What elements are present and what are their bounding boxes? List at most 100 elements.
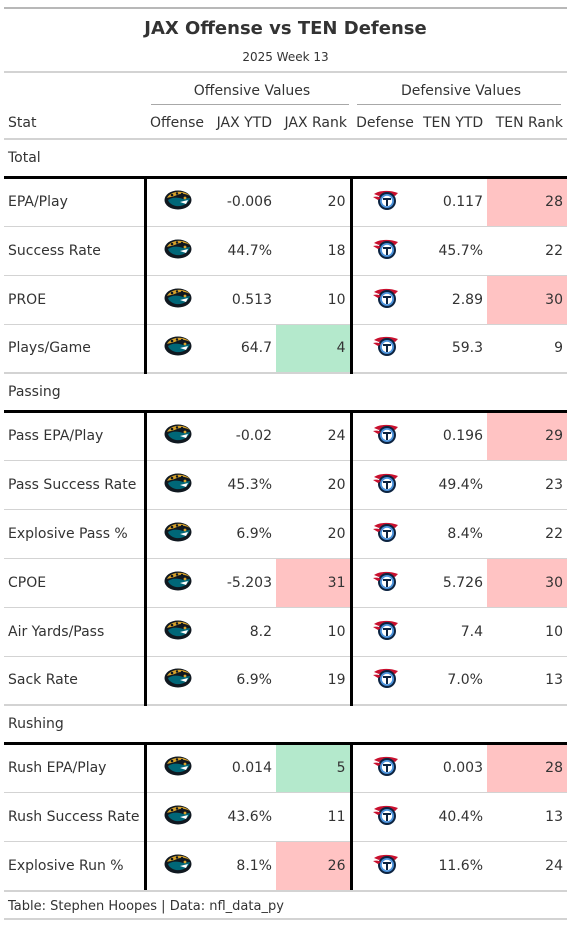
jaguars-logo-icon (163, 666, 193, 694)
stat-name-cell: Pass EPA/Play (8, 428, 104, 444)
jaguars-logo-icon-cell (143, 323, 209, 373)
ten-ytd-cell: 0.196 (442, 428, 483, 444)
table-row: Rush EPA/Play 0.014 5 0.003 28 (4, 743, 567, 792)
stat-name-cell: PROE (4, 274, 145, 324)
jaguars-logo-icon-cell (143, 840, 209, 890)
titans-logo-icon (372, 754, 400, 782)
table-row: Success Rate 44.7% 18 45.7% 22 (4, 225, 567, 275)
jax-rank-cell: 20 (276, 459, 351, 509)
stat-name-cell: Rush Success Rate (4, 791, 145, 841)
group-row: Total (4, 139, 567, 179)
titans-logo-icon-cell (349, 225, 419, 275)
table-row: Rush Success Rate 43.6% 11 40.4% 13 (4, 791, 567, 841)
group-label: Passing (4, 372, 567, 413)
jax-rank-cell: 4 (276, 323, 351, 373)
ten-rank-cell: 13 (487, 655, 567, 705)
jaguars-logo-icon (163, 618, 193, 646)
jax-ytd-cell: -5.203 (209, 557, 276, 607)
ten-rank-cell: 9 (487, 323, 567, 373)
jax-ytd-cell: 0.014 (231, 760, 272, 776)
col-header-ten-rank: TEN Rank (487, 107, 567, 140)
ten-ytd-cell: 0.003 (442, 760, 483, 776)
jaguars-logo-icon (163, 334, 193, 362)
jaguars-logo-icon (163, 754, 193, 782)
col-header-offense: Offense (145, 107, 209, 140)
ten-rank-cell: 22 (487, 508, 567, 558)
ten-ytd-cell: 40.4% (419, 791, 487, 841)
defense-spanner-label: Defensive Values (400, 83, 522, 99)
titans-logo-icon (372, 666, 400, 694)
jaguars-logo-icon (163, 803, 193, 831)
jax-rank-cell: 20 (276, 508, 351, 558)
jax-ytd-cell: 8.2 (209, 606, 276, 656)
titans-logo-icon-cell (349, 459, 419, 509)
defense-spanner: Defensive Values (355, 73, 567, 107)
titans-logo-icon (372, 188, 400, 216)
jax-rank-cell: 19 (276, 655, 351, 705)
jax-ytd-cell: 6.9% (209, 508, 276, 558)
source-note: Table: Stephen Hoopes | Data: nfl_data_p… (4, 890, 567, 920)
stat-name-cell: Rush EPA/Play (8, 760, 107, 776)
jax-ytd-cell: -0.006 (226, 194, 272, 210)
table-row: PROE 0.513 10 2.89 30 (4, 274, 567, 324)
ten-rank-cell: 23 (487, 459, 567, 509)
jax-ytd-cell: 44.7% (209, 225, 276, 275)
ten-ytd-cell: 11.6% (419, 840, 487, 890)
stats-table: Stat Offense JAX YTD JAX Rank Defense TE… (4, 107, 567, 890)
offense-spanner-rule (151, 104, 349, 105)
stat-name-cell: EPA/Play (8, 194, 68, 210)
jaguars-logo-icon (163, 569, 193, 597)
col-header-ten-ytd: TEN YTD (419, 107, 487, 140)
stat-name-cell: CPOE (4, 557, 145, 607)
titans-logo-icon (372, 803, 400, 831)
jaguars-logo-icon-cell (143, 606, 209, 656)
jaguars-logo-icon-cell (143, 557, 209, 607)
group-label: Total (4, 139, 567, 179)
jaguars-logo-icon-cell (143, 177, 209, 226)
col-header-jax-rank: JAX Rank (276, 107, 351, 140)
jaguars-logo-icon (163, 852, 193, 880)
titans-logo-icon-cell (349, 557, 419, 607)
ten-rank-cell: 10 (487, 606, 567, 656)
ten-rank-cell: 13 (487, 791, 567, 841)
jaguars-logo-icon-cell (143, 225, 209, 275)
jax-ytd-cell: 43.6% (209, 791, 276, 841)
stat-name-cell: Sack Rate (4, 655, 145, 705)
titans-logo-icon-cell (349, 323, 419, 373)
jax-rank-cell: 11 (276, 791, 351, 841)
table-row: Plays/Game 64.7 4 59.3 9 (4, 323, 567, 373)
jaguars-logo-icon-cell (143, 655, 209, 705)
table-subtitle: 2025 Week 13 (242, 50, 329, 64)
col-header-defense: Defense (351, 107, 419, 140)
jax-ytd-cell: 8.1% (209, 840, 276, 890)
jax-ytd-cell: 0.513 (209, 274, 276, 324)
ten-ytd-cell: 2.89 (419, 274, 487, 324)
titans-logo-icon (372, 237, 400, 265)
ten-ytd-cell: 7.0% (419, 655, 487, 705)
jaguars-logo-icon-cell (143, 459, 209, 509)
ten-ytd-cell: 7.4 (419, 606, 487, 656)
titans-logo-icon (372, 618, 400, 646)
titans-logo-icon (372, 286, 400, 314)
jaguars-logo-icon (163, 422, 193, 450)
titans-logo-icon-cell (349, 743, 419, 792)
jaguars-logo-icon (163, 188, 193, 216)
group-row: Passing (4, 372, 567, 413)
jax-ytd-cell: 6.9% (209, 655, 276, 705)
jaguars-logo-icon-cell (143, 743, 209, 792)
table-row: Explosive Run % 8.1% 26 11.6% 24 (4, 840, 567, 890)
header-rule (4, 71, 567, 73)
top-rule (4, 7, 567, 9)
table-row: Pass Success Rate 45.3% 20 49.4% 23 (4, 459, 567, 509)
stat-name-cell: Success Rate (4, 225, 145, 275)
jax-ytd-cell: -0.02 (235, 428, 272, 444)
titans-logo-icon-cell (349, 274, 419, 324)
jax-rank-cell: 26 (276, 840, 351, 890)
titans-logo-icon (372, 569, 400, 597)
table-row: Explosive Pass % 6.9% 20 8.4% 22 (4, 508, 567, 558)
col-header-stat: Stat (4, 107, 145, 140)
table-row: Sack Rate 6.9% 19 7.0% 13 (4, 655, 567, 705)
defense-spanner-rule (357, 104, 561, 105)
offense-spanner: Offensive Values (149, 73, 355, 107)
jax-rank-cell: 10 (276, 606, 351, 656)
